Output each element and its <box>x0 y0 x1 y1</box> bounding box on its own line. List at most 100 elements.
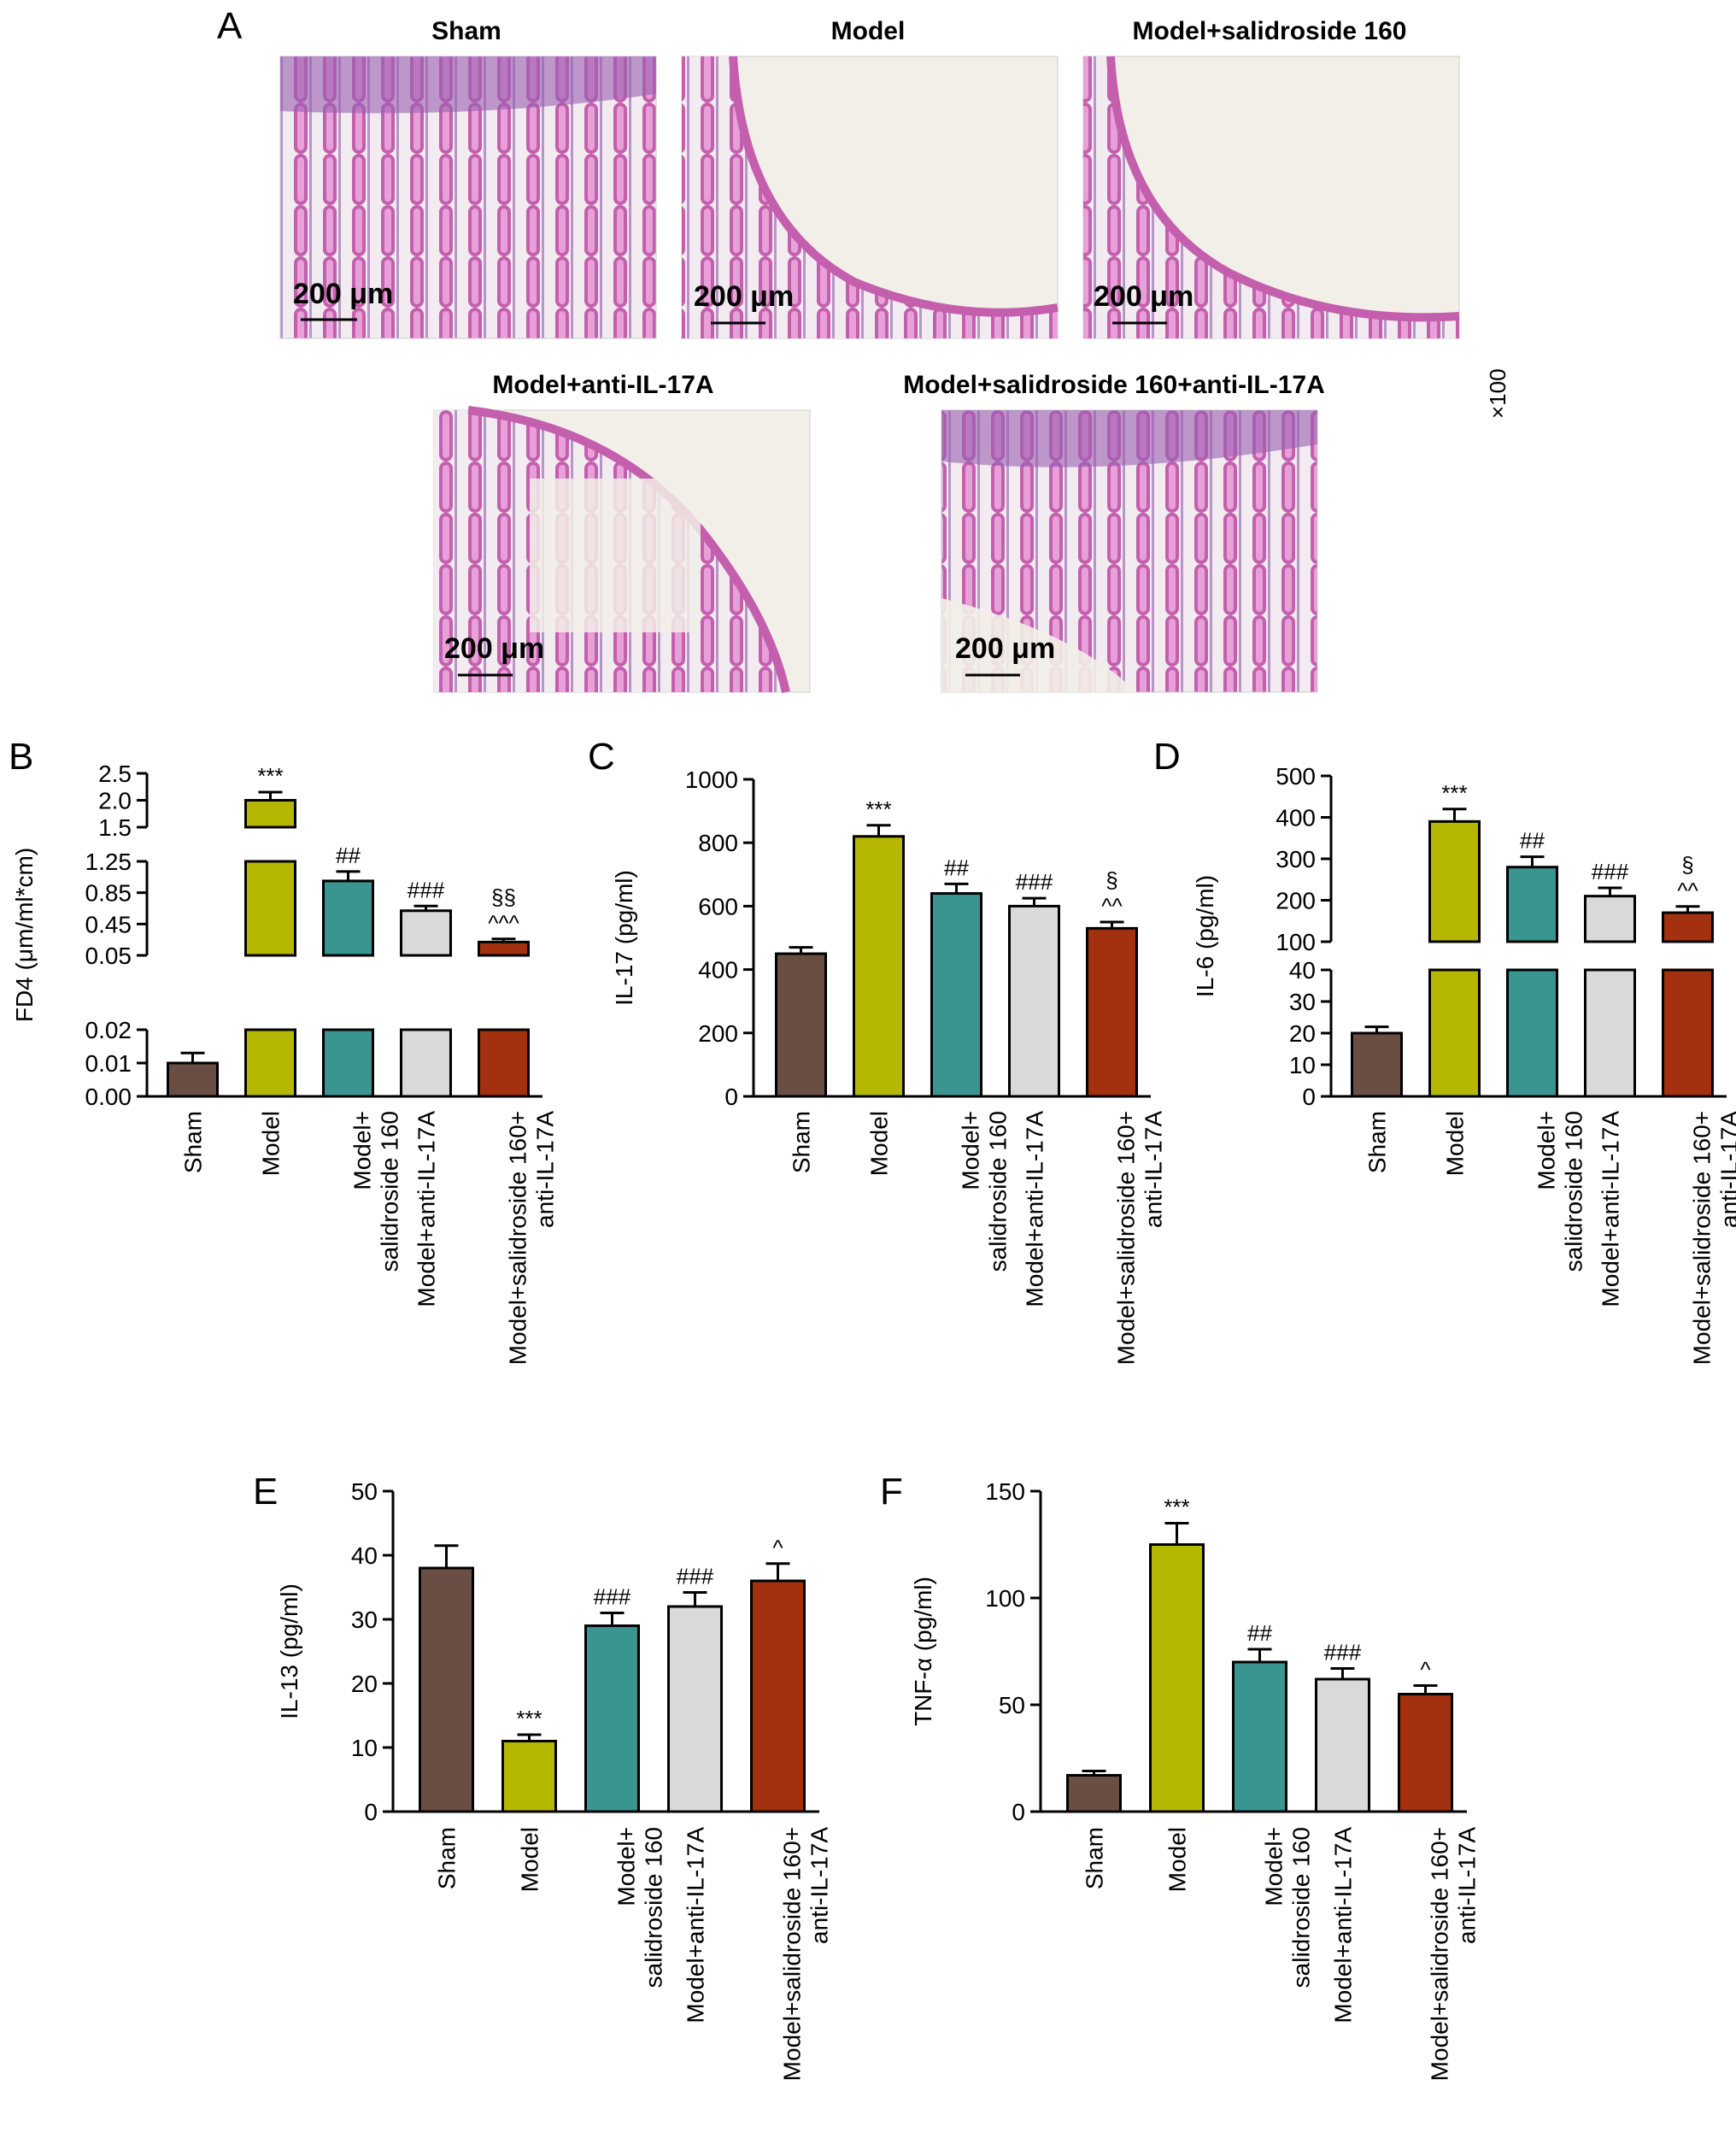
x-tick-label: Model+anti-IL-17A <box>413 1111 440 1307</box>
bar <box>1149 1543 1205 1813</box>
bar <box>1008 904 1060 1098</box>
histology-image-model-salidroside-160: Model+salidroside 160 200 μm <box>1082 17 1460 339</box>
y-axis-label: TNF-α (pg/ml) <box>910 1577 936 1726</box>
y-tick-label: 30 <box>351 1607 378 1633</box>
significance-label: *** <box>516 1706 542 1731</box>
bar <box>1662 968 1714 1098</box>
x-tick-label: Model+anti-IL-17A <box>1022 1111 1048 1307</box>
y-tick-label: 0.01 <box>85 1050 132 1077</box>
chart-panel-e: E 0 10 20 30 40 50 IL-13 (pg/ml) Sham *** Model ###… <box>253 1471 833 2081</box>
bar <box>584 1624 640 1813</box>
bar <box>244 860 296 957</box>
magnification-label: ×100 <box>1485 368 1510 419</box>
bar <box>1066 1774 1122 1813</box>
panel-letter: E <box>253 1471 278 1513</box>
significance-label: ### <box>408 877 445 902</box>
x-tick-label: Model <box>1442 1111 1469 1176</box>
scale-bar-label: 200 μm <box>1094 280 1194 313</box>
significance-label: *** <box>865 796 891 822</box>
y-axis-label: IL-6 (pg/ml) <box>1192 875 1218 997</box>
y-tick-label: 10 <box>1289 1052 1316 1078</box>
bar <box>322 879 374 957</box>
chart-panel-c: C 0 200 400 600 800 1000 IL-17 (pg/ml) Sham *** Mo… <box>588 736 1167 1365</box>
significance-label: ### <box>1016 869 1053 895</box>
panel-a-histology: A ×100 Sham 200 μm Model 200 μm Model+sa… <box>217 5 1510 694</box>
bar <box>478 1028 530 1098</box>
y-tick-label: 0 <box>364 1799 378 1825</box>
y-tick-label: 0.85 <box>85 880 132 907</box>
significance-label: *** <box>1441 780 1467 806</box>
image-caption: Sham <box>431 17 501 45</box>
histology-image-sham: Sham 200 μm <box>279 17 657 339</box>
bar <box>1584 968 1636 1098</box>
y-tick-label: 500 <box>1276 763 1316 790</box>
y-axis-label: IL-17 (pg/ml) <box>611 870 637 1006</box>
image-caption: Model+anti-IL-17A <box>492 371 713 399</box>
y-tick-label: 1.25 <box>85 849 132 875</box>
x-tick-label: Model+salidroside 160+anti-IL-17A <box>1689 1111 1736 1366</box>
image-caption: Model+salidroside 160+anti-IL-17A <box>903 371 1325 399</box>
bar <box>1428 968 1481 1098</box>
bar <box>1351 1031 1403 1098</box>
y-tick-label: 150 <box>985 1478 1025 1505</box>
panel-a-letter: A <box>217 5 243 47</box>
x-tick-label: Model+salidroside 160+anti-IL-17A <box>505 1111 559 1366</box>
y-tick-label: 100 <box>985 1585 1025 1612</box>
significance-label: §§ <box>491 884 516 910</box>
x-tick-label: Model+salidroside 160+anti-IL-17A <box>779 1827 833 2082</box>
significance-label: ### <box>677 1564 714 1589</box>
y-tick-label: 200 <box>1276 888 1316 914</box>
scale-bar-label: 200 μm <box>444 632 544 665</box>
y-tick-label: 40 <box>1289 957 1316 984</box>
bar <box>1506 866 1558 943</box>
significance-label: *** <box>257 763 283 789</box>
bar <box>501 1740 557 1813</box>
y-tick-label: 100 <box>1276 929 1316 955</box>
x-tick-label: Model <box>1164 1827 1191 1892</box>
scale-bar-label: 200 μm <box>293 278 393 310</box>
significance-label: ^ <box>1420 1657 1431 1683</box>
significance-label: ### <box>594 1584 631 1610</box>
bar <box>419 1566 474 1813</box>
y-tick-label: 50 <box>999 1692 1025 1718</box>
chart-panel-b: B 0.00 0.01 0.02 0.05 0.45 0.85 1.25 1.52.02.5 FD… <box>9 736 559 1365</box>
significance-label: ### <box>1592 859 1629 884</box>
bar <box>1315 1677 1370 1813</box>
x-tick-label: Model+anti-IL-17A <box>683 1827 709 2024</box>
scale-bar-label: 200 μm <box>694 280 794 313</box>
bar <box>1398 1693 1453 1813</box>
bar <box>1232 1660 1287 1813</box>
y-tick-label: 800 <box>698 830 738 856</box>
bar <box>667 1605 723 1813</box>
significance-label: § <box>1106 867 1117 893</box>
significance-label: ## <box>1520 828 1545 854</box>
y-tick-label: 0.05 <box>85 943 132 969</box>
scale-bar-label: 200 μm <box>955 632 1055 665</box>
x-tick-label: Sham <box>1082 1827 1108 1889</box>
bar <box>750 1579 806 1813</box>
bar <box>1584 895 1636 943</box>
bar <box>853 835 905 1098</box>
panel-letter: D <box>1153 736 1181 778</box>
y-tick-label: 0.45 <box>85 911 132 937</box>
y-tick-label: 1000 <box>685 767 738 793</box>
y-tick-label: 20 <box>1289 1020 1316 1047</box>
y-tick-label: 600 <box>698 893 738 919</box>
y-tick-label: 400 <box>698 957 738 984</box>
x-tick-label: Sham <box>180 1111 207 1173</box>
significance-label: ^^^ <box>488 910 519 936</box>
histology-image-model: Model 200 μm <box>681 17 1059 339</box>
panel-letter: F <box>880 1471 903 1513</box>
bar <box>775 952 827 1098</box>
bar <box>1506 968 1558 1098</box>
y-axis-label: FD4 (μm/ml*cm) <box>11 848 38 1022</box>
significance-label: ^^ <box>1677 878 1698 903</box>
panel-letter: C <box>588 736 615 778</box>
y-tick-label: 0 <box>1302 1084 1316 1110</box>
y-tick-label: 2.5 <box>98 761 132 787</box>
x-tick-label: Model+salidroside 160 <box>958 1111 1012 1272</box>
bar <box>1428 819 1481 943</box>
x-tick-label: Model+salidroside 160 <box>1534 1111 1587 1272</box>
